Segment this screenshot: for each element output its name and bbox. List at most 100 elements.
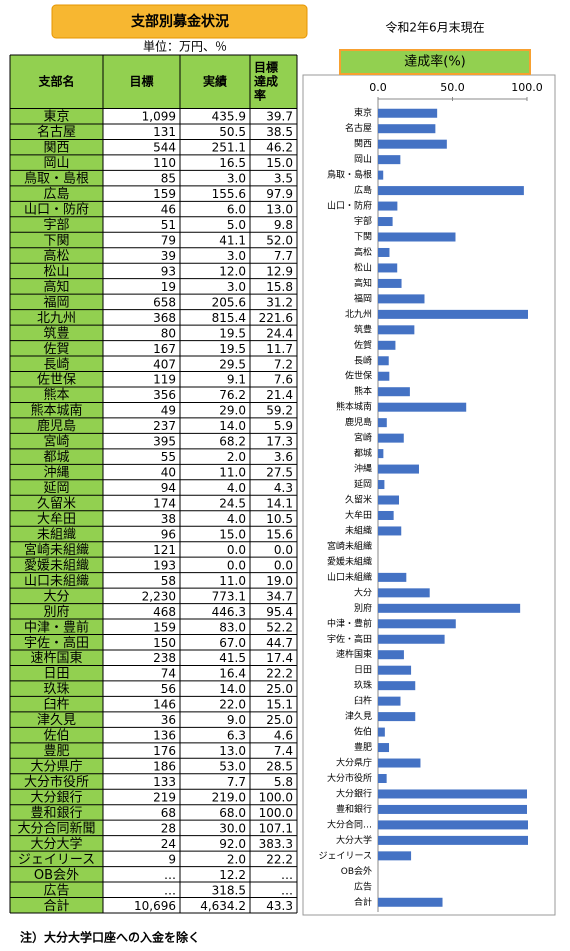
table-cell: 13.0 (266, 203, 293, 217)
table-cell: 松山 (43, 264, 69, 279)
table-cell: 日田 (43, 667, 69, 682)
table-cell: 大分市役所 (24, 774, 89, 790)
table-cell: OB会外 (34, 868, 79, 883)
table-cell: 宮崎未組織 (24, 542, 89, 558)
table-cell: 56 (161, 682, 176, 696)
y-tick-label: 佐世保 (345, 370, 372, 382)
table-cell: 58 (161, 574, 176, 588)
table-cell: 238 (153, 651, 176, 665)
y-tick-label: 愛媛未組織 (327, 555, 372, 567)
table-cell: 94 (161, 481, 176, 495)
table-cell: 高松 (43, 248, 69, 264)
table-cell: 19 (161, 280, 176, 294)
table-cell: 356 (153, 388, 176, 402)
table-cell: 豊肥 (43, 744, 69, 759)
table-cell: 49 (161, 404, 176, 418)
header-bg (10, 55, 297, 109)
bar (378, 526, 402, 536)
table-cell: 68 (161, 806, 176, 820)
table-cell: 221.6 (259, 311, 293, 325)
table-cell: 中津・豊前 (24, 619, 89, 635)
table-cell: 5.8 (274, 775, 293, 789)
table-cell: 愛媛未組織 (24, 558, 89, 573)
table-cell: 16.4 (219, 667, 246, 681)
table-cell: 28.5 (266, 760, 293, 774)
table-cell: 167 (153, 342, 176, 356)
table-cell: 176 (153, 744, 176, 758)
table-cell: 熊本 (43, 387, 69, 403)
table-cell: 83.0 (219, 620, 246, 634)
y-tick-label: 宇佐・高田 (327, 633, 372, 645)
y-tick-label: 長崎 (354, 354, 372, 366)
header-cell: 実績 (203, 73, 227, 88)
table-cell: 22.2 (266, 667, 293, 681)
table-cell: 1,099 (142, 110, 176, 124)
table-cell: 92.0 (219, 837, 246, 851)
y-tick-label: 北九州 (345, 309, 372, 320)
bar (378, 170, 384, 180)
table-cell: 長崎 (43, 357, 69, 372)
table-cell: 368 (153, 311, 176, 325)
table-cell: 68.0 (219, 806, 246, 820)
table-cell: 155.6 (212, 187, 246, 201)
y-tick-label: 大分 (354, 586, 372, 598)
y-tick-label: 大分合同… (327, 818, 372, 830)
table-cell: 100.0 (259, 790, 293, 804)
table-cell: 55 (161, 450, 176, 464)
bar (378, 712, 416, 722)
table-cell: 9 (168, 852, 176, 866)
table-cell: … (281, 868, 293, 882)
table-cell: 別府 (43, 605, 69, 620)
table-cell: 51 (161, 218, 176, 232)
table-cell: 17.4 (266, 651, 293, 665)
bar (378, 449, 384, 459)
table-cell: 沖縄 (43, 466, 69, 481)
table-cell: 11.0 (219, 466, 246, 480)
table-cell: 76.2 (219, 388, 246, 402)
table-cell: 7.7 (227, 775, 246, 789)
y-tick-label: 延岡 (354, 478, 372, 490)
bar (378, 743, 390, 753)
y-tick-label: 津久見 (345, 710, 372, 722)
bar (378, 572, 407, 582)
table-cell: 大分 (43, 589, 69, 604)
table-cell: 46.2 (266, 141, 293, 155)
table-cell: 臼杵 (43, 698, 69, 713)
table-cell: 21.4 (266, 388, 293, 402)
table-cell: 14.0 (219, 419, 246, 433)
table-cell: 19.5 (219, 342, 246, 356)
bar (378, 588, 430, 598)
y-tick-label: 玖珠 (354, 679, 372, 691)
table-cell: ジェイリース (18, 852, 95, 867)
table-cell: 85 (161, 172, 176, 186)
table-cell: 4,634.2 (200, 899, 246, 913)
y-tick-label: 大分銀行 (336, 787, 372, 799)
table-cell: 136 (153, 729, 176, 743)
table-cell: 19.0 (266, 574, 293, 588)
table-cell: 12.0 (219, 264, 246, 278)
table-cell: 19.5 (219, 326, 246, 340)
chart-title-box (339, 49, 531, 75)
table-cell: 39.7 (266, 110, 293, 124)
chart-frame (302, 74, 556, 916)
table-cell: 219 (153, 790, 176, 804)
table-cell: 38 (161, 512, 176, 526)
table-cell: 久留米 (37, 497, 76, 512)
table-cell: 山口・防府 (24, 202, 89, 218)
table-cell: 延岡 (43, 481, 69, 496)
table-cell: 4.6 (274, 729, 293, 743)
bar (378, 124, 436, 134)
table-cell: 津久見 (37, 713, 76, 728)
bar (378, 464, 419, 474)
y-tick-label: 福岡 (354, 292, 372, 304)
table-cell: 北九州 (37, 311, 76, 326)
table-cell: 39 (161, 249, 176, 263)
table-cell: 30.0 (219, 821, 246, 835)
table-cell: 97.9 (266, 187, 293, 201)
table-cell: 52.0 (266, 234, 293, 248)
table-cell: 53.0 (219, 760, 246, 774)
y-tick-label: 松山 (354, 261, 372, 273)
bar (378, 758, 421, 768)
bar (378, 371, 390, 381)
table-cell: 186 (153, 760, 176, 774)
